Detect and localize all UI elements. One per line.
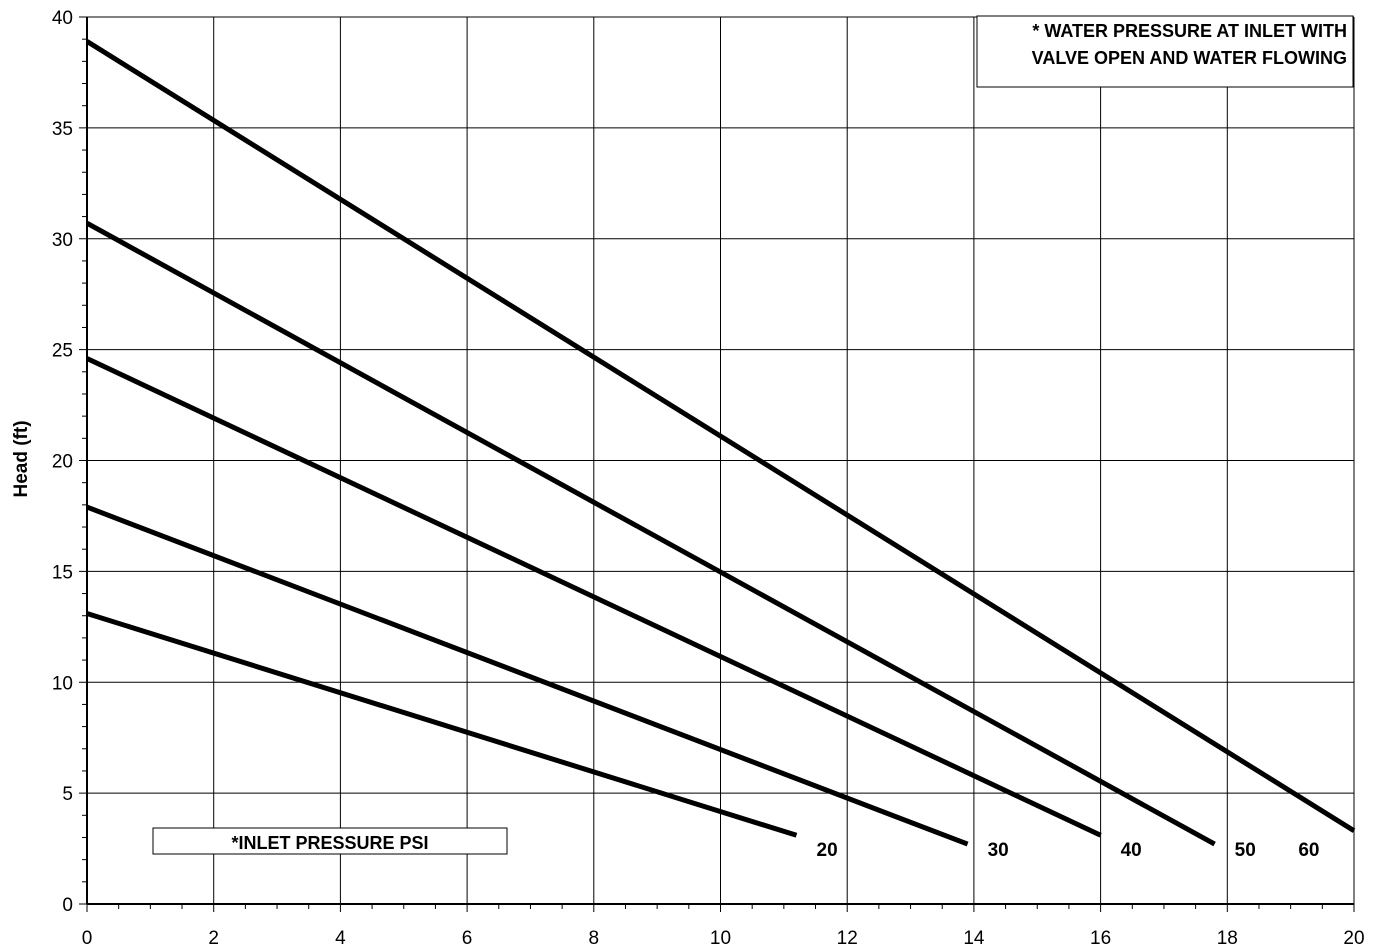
series-line-40 bbox=[85, 356, 1102, 838]
x-tick-label: 2 bbox=[208, 928, 219, 949]
x-tick-label: 8 bbox=[589, 928, 600, 949]
series-label-40: 40 bbox=[1121, 840, 1142, 861]
y-tick-label: 40 bbox=[52, 8, 73, 29]
top-note-box: * WATER PRESSURE AT INLET WITH VALVE OPE… bbox=[976, 15, 1354, 88]
x-tick-label: 4 bbox=[335, 928, 346, 949]
series-label-30: 30 bbox=[988, 840, 1009, 861]
series-line-60 bbox=[85, 39, 1356, 833]
y-tick-label: 15 bbox=[52, 562, 73, 583]
x-tick-label: 0 bbox=[82, 928, 93, 949]
x-tick-label: 10 bbox=[710, 928, 731, 949]
series-label-60: 60 bbox=[1298, 840, 1319, 861]
x-tick-label: 12 bbox=[837, 928, 858, 949]
x-tick-label: 20 bbox=[1343, 928, 1364, 949]
y-tick-label: 10 bbox=[52, 673, 73, 694]
axes: 0 2 4 6 8 10 12 14 16 18 20 0 5 10 15 20 25 30 35 40 bbox=[52, 8, 1365, 949]
series bbox=[85, 39, 1356, 847]
y-tick-label: 20 bbox=[52, 452, 73, 473]
series-labels: 20 30 40 50 60 bbox=[817, 840, 1320, 861]
top-note-line2: VALVE OPEN AND WATER FLOWING bbox=[1032, 48, 1347, 68]
y-tick-label: 30 bbox=[52, 230, 73, 251]
series-line-50 bbox=[85, 221, 1216, 847]
x-tick-label: 14 bbox=[963, 928, 985, 949]
y-tick-label: 25 bbox=[52, 341, 73, 362]
series-line-30 bbox=[86, 504, 969, 847]
x-tick-label: 18 bbox=[1217, 928, 1238, 949]
top-note-line1: * WATER PRESSURE AT INLET WITH bbox=[1032, 21, 1347, 41]
legend-note-text: *INLET PRESSURE PSI bbox=[231, 833, 428, 853]
legend-note-box: *INLET PRESSURE PSI bbox=[152, 827, 508, 855]
grid bbox=[86, 16, 1355, 905]
y-tick-label: 5 bbox=[62, 784, 73, 805]
series-line-20 bbox=[86, 611, 798, 838]
x-tick-label: 16 bbox=[1090, 928, 1111, 949]
series-label-50: 50 bbox=[1235, 840, 1256, 861]
x-tick-label: 6 bbox=[462, 928, 473, 949]
series-label-20: 20 bbox=[817, 840, 838, 861]
y-axis-title: Head (ft) bbox=[11, 420, 32, 497]
y-tick-label: 0 bbox=[62, 895, 73, 916]
y-tick-label: 35 bbox=[52, 119, 73, 140]
